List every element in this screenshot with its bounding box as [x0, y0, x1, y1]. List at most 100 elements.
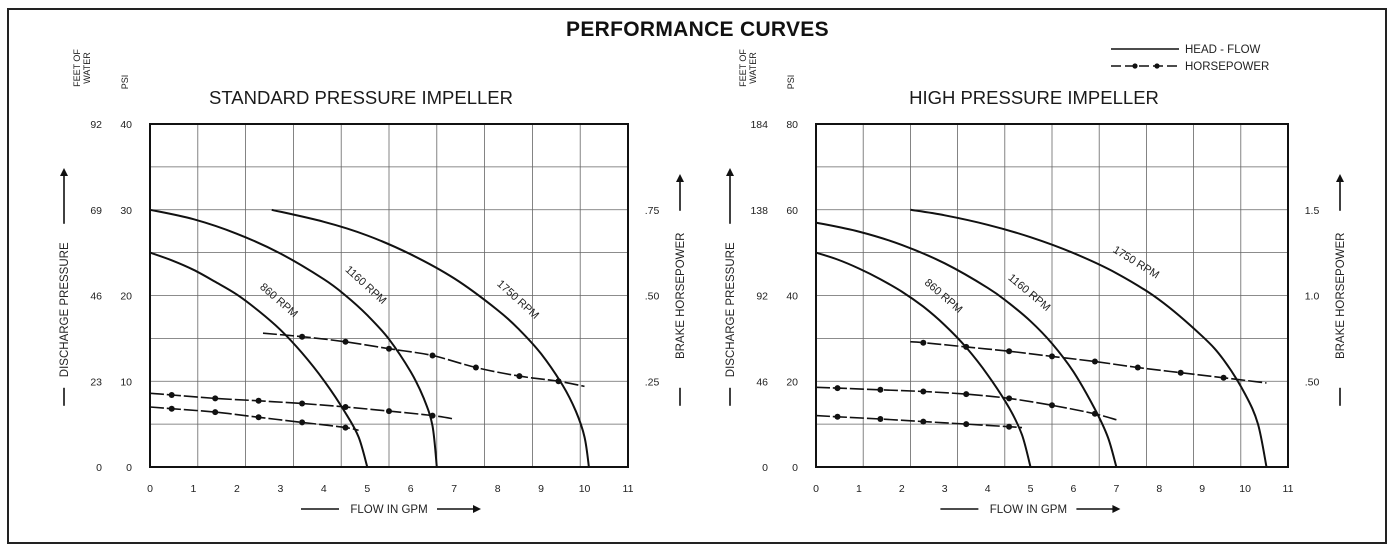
standard-feet-header-line2: WATER: [82, 52, 92, 84]
standard-horsepower-point: [168, 392, 175, 398]
high-horsepower-point: [834, 385, 841, 392]
standard-feet-tick-label: 92: [90, 119, 102, 131]
standard-horsepower-point: [555, 378, 562, 385]
high-horsepower-point: [1177, 369, 1184, 376]
high-x-tick-label: 3: [942, 483, 948, 495]
high-head-flow-line-1750-rpm: [910, 208, 1268, 468]
standard-head-flow-line-860-rpm: [149, 251, 369, 468]
legend-item-head-flow: HEAD - FLOW: [1107, 42, 1307, 58]
high-psi-tick-label: 40: [786, 291, 798, 303]
dashed-dot-line-swatch: [1111, 63, 1179, 69]
high-x-tick-label: 1: [856, 483, 862, 495]
high-feet-header-line1: FEET OF: [738, 49, 748, 87]
standard-x-tick-label: 2: [234, 483, 240, 495]
standard-right-axis-label: BRAKE HORSEPOWER: [675, 233, 687, 360]
standard-feet-tick-label: 23: [90, 376, 102, 388]
standard-psi-tick-label: 0: [126, 462, 132, 474]
high-hp-tick-label: 1.5: [1305, 205, 1320, 217]
high-horsepower-line-860-rpm: [815, 414, 1023, 429]
standard-chart-title: STANDARD PRESSURE IMPELLER: [209, 87, 513, 108]
standard-horsepower-line-1750-rpm: [262, 332, 585, 388]
standard-x-tick-label: 5: [364, 483, 370, 495]
high-chart: HIGH PRESSURE IMPELLER 0 1 2 3 4 5 6 7 8 9 10 11 0 20 4…: [725, 49, 1347, 516]
standard-x-axis-arrow-head: [473, 505, 481, 513]
high-x-tick-label: 10: [1239, 483, 1251, 495]
page-title: PERFORMANCE CURVES: [566, 18, 829, 41]
high-feet-tick-label: 0: [762, 462, 768, 474]
high-x-axis-label: FLOW IN GPM: [990, 504, 1067, 516]
legend-label-head-flow: HEAD - FLOW: [1185, 44, 1261, 56]
high-feet-tick-label: 184: [750, 119, 768, 131]
high-horsepower-point: [877, 416, 884, 422]
standard-head-flow-line-1160-rpm: [149, 208, 438, 468]
figure-frame: [7, 8, 1387, 544]
high-horsepower-line-1750-rpm: [910, 341, 1267, 384]
high-feet-tick-label: 138: [750, 205, 768, 217]
high-feet-tick-label: 46: [756, 376, 768, 388]
standard-right-axis-arrow-head: [676, 174, 684, 182]
high-horsepower-point: [920, 388, 927, 395]
standard-x-tick-label: 8: [495, 483, 501, 495]
standard-x-tick-label: 7: [451, 483, 457, 495]
standard-plot-frame: [149, 123, 629, 468]
high-psi-tick-label: 80: [786, 119, 798, 131]
high-x-tick-label: 2: [899, 483, 905, 495]
standard-x-tick-label: 3: [277, 483, 283, 495]
high-x-tick-label: 9: [1199, 483, 1205, 495]
standard-x-tick-label: 9: [538, 483, 544, 495]
high-x-tick-label: 6: [1071, 483, 1077, 495]
high-x-tick-label: 8: [1156, 483, 1162, 495]
high-feet-tick-label: 92: [756, 291, 768, 303]
standard-horsepower-point: [386, 345, 392, 352]
standard-curve-label: 1750 RPM: [494, 278, 541, 322]
standard-horsepower-point: [342, 338, 349, 345]
standard-x-tick-label: 10: [579, 483, 591, 495]
standard-psi-header: PSI: [120, 75, 130, 90]
standard-x-tick-label: 4: [321, 483, 327, 495]
high-psi-header: PSI: [786, 75, 796, 90]
standard-horsepower-point: [429, 412, 436, 419]
standard-y-axis-label: DISCHARGE PRESSURE: [59, 242, 71, 377]
standard-horsepower-point: [342, 424, 349, 431]
standard-hp-tick-label: .25: [645, 376, 660, 388]
standard-horsepower-line-1160-rpm: [149, 392, 455, 420]
high-x-axis-arrow-head: [1112, 505, 1121, 513]
legend-item-horsepower: HORSEPOWER: [1107, 59, 1307, 75]
standard-x-tick-label: 11: [623, 483, 634, 495]
standard-horsepower-point: [168, 405, 175, 412]
standard-feet-tick-label: 46: [90, 291, 102, 303]
standard-psi-tick-label: 20: [120, 291, 132, 303]
standard-x-axis-label: FLOW IN GPM: [350, 504, 427, 516]
high-chart-title: HIGH PRESSURE IMPELLER: [909, 87, 1159, 108]
high-horsepower-point: [1006, 348, 1013, 355]
standard-horsepower-point: [342, 404, 349, 410]
standard-horsepower-point: [516, 373, 523, 380]
high-horsepower-point: [920, 339, 927, 346]
high-curve-label: 1160 RPM: [1006, 272, 1053, 314]
high-curve-label: 1750 RPM: [1111, 244, 1162, 282]
high-x-tick-label: 4: [985, 483, 991, 495]
standard-horsepower-point: [386, 408, 392, 415]
high-horsepower-point: [963, 343, 970, 350]
standard-horsepower-point: [472, 364, 479, 371]
high-y-axis-label: DISCHARGE PRESSURE: [725, 242, 737, 377]
standard-horsepower-point: [212, 409, 219, 416]
legend-label-horsepower: HORSEPOWER: [1185, 61, 1270, 73]
standard-x-tick-label: 1: [191, 483, 197, 495]
high-horsepower-point: [1006, 423, 1013, 430]
standard-feet-tick-label: 0: [96, 462, 102, 474]
high-horsepower-point: [1134, 364, 1141, 371]
high-horsepower-point: [877, 386, 884, 393]
high-horsepower-point: [1220, 374, 1227, 381]
high-horsepower-point: [1091, 410, 1098, 417]
standard-head-flow-line-1750-rpm: [271, 208, 590, 468]
high-horsepower-point: [963, 391, 970, 398]
high-feet-header-line2: WATER: [748, 52, 758, 84]
high-x-tick-label: 11: [1283, 483, 1294, 495]
high-y-axis-arrow-head: [726, 168, 734, 176]
standard-hp-tick-label: .50: [645, 291, 660, 303]
standard-curve-label: 1160 RPM: [343, 264, 389, 307]
high-x-tick-label: 7: [1113, 483, 1119, 495]
high-psi-tick-label: 20: [786, 376, 798, 388]
